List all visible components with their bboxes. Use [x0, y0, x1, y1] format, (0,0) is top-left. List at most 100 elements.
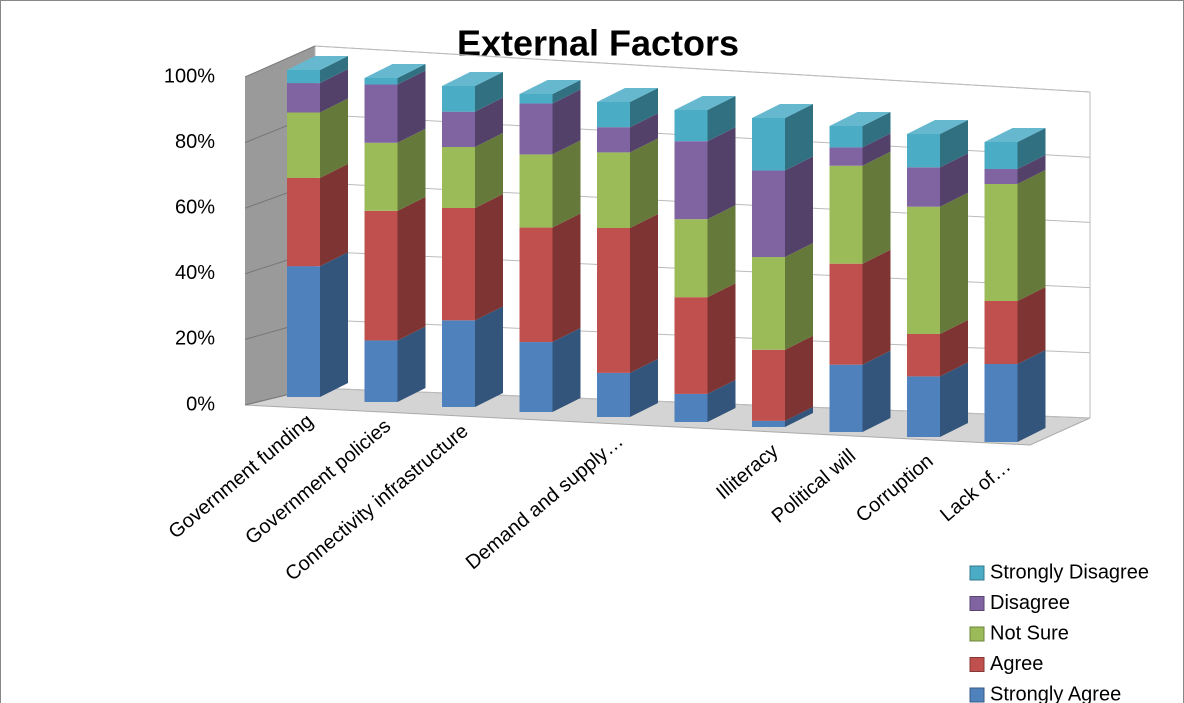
bar-front — [287, 112, 320, 178]
bar-front — [984, 142, 1018, 169]
bar-side — [630, 138, 658, 228]
bar-segment — [674, 283, 736, 394]
bar-segment — [829, 249, 891, 365]
bar-side — [320, 69, 348, 113]
bar-side — [785, 335, 813, 421]
legend-label: Strongly Agree — [990, 683, 1121, 703]
bar-segment — [597, 113, 658, 153]
bar-front — [752, 420, 785, 427]
bar-side — [862, 112, 891, 148]
bar-side — [397, 128, 426, 211]
bar-front — [364, 78, 398, 85]
bar-front — [364, 142, 398, 211]
bar-segment — [829, 350, 891, 432]
bar-side — [862, 350, 891, 432]
legend-label: Not Sure — [990, 622, 1069, 644]
bar-front — [984, 364, 1018, 442]
bar-segment — [519, 328, 581, 412]
bar-segment — [984, 350, 1046, 442]
bar-segment — [597, 138, 658, 228]
bar-segment — [364, 326, 426, 402]
bar-top — [829, 112, 891, 126]
bar-front — [364, 340, 398, 402]
bar-side — [785, 104, 813, 171]
bar-top — [984, 128, 1046, 142]
bar-segment — [364, 64, 426, 85]
y-tick-label: 0% — [186, 393, 215, 415]
bar-side — [940, 362, 968, 437]
bar-front — [984, 301, 1018, 364]
bar-top — [907, 120, 968, 134]
bar-front — [519, 227, 553, 343]
legend-label: Strongly Disagree — [990, 561, 1149, 583]
bar-front — [519, 342, 553, 412]
bar-front — [829, 364, 863, 432]
bar-side — [320, 56, 348, 84]
bar-front — [907, 333, 940, 377]
bar-segment — [674, 205, 736, 298]
bar-front — [442, 146, 475, 208]
bar-side — [862, 151, 891, 264]
bar-side — [320, 252, 348, 397]
legend-swatch — [969, 596, 985, 611]
bar-segment — [287, 98, 348, 178]
bar-front — [442, 207, 475, 321]
bar-front — [752, 170, 785, 258]
bar-front — [674, 110, 708, 142]
bar-side — [707, 283, 736, 394]
bar-front — [364, 210, 398, 341]
bar-top — [752, 104, 813, 118]
bar-front — [287, 266, 320, 397]
bar-side — [475, 72, 503, 112]
bar-segment — [364, 70, 426, 143]
bar-segment — [442, 72, 503, 112]
bar-segment — [752, 335, 813, 421]
bar-front — [364, 84, 398, 143]
bar-segment — [829, 112, 891, 148]
legend-label: Agree — [990, 653, 1043, 675]
bar-side — [940, 120, 968, 168]
bar-front — [442, 111, 475, 147]
bar-top — [597, 88, 658, 102]
bar-side — [552, 213, 581, 343]
y-tick-label: 80% — [175, 131, 215, 153]
bar-top — [442, 72, 503, 86]
bar-side — [320, 98, 348, 178]
bar-front — [907, 376, 940, 437]
bar-side — [630, 214, 658, 373]
legend-label: Disagree — [990, 592, 1070, 614]
bar-front — [829, 147, 863, 166]
grid-line — [314, 45, 1091, 93]
bar-segment — [752, 243, 813, 350]
bar-side — [707, 127, 736, 220]
bar-side — [552, 80, 581, 104]
bar-side — [1017, 350, 1046, 442]
bar-segment — [984, 155, 1046, 184]
bar-segment — [287, 69, 348, 113]
bar-front — [519, 94, 553, 104]
bar-segment — [519, 213, 581, 343]
bar-front — [674, 141, 708, 220]
bar-segment — [752, 104, 813, 171]
bar-side — [552, 328, 581, 412]
y-tick-label: 60% — [175, 196, 215, 218]
bar-segment — [442, 97, 503, 147]
bar-segment — [287, 56, 348, 84]
bar-side — [475, 193, 503, 321]
bar-side — [862, 133, 891, 166]
bar-front — [519, 154, 553, 228]
bar-front — [442, 320, 475, 407]
bar-side — [1017, 170, 1046, 301]
bar-segment — [442, 306, 503, 407]
bar-front — [597, 102, 630, 128]
bar-side — [785, 156, 813, 258]
bar-side — [397, 196, 426, 341]
bar-front — [984, 169, 1018, 184]
bar-segment — [442, 193, 503, 321]
bar-side — [630, 113, 658, 153]
bar-segment — [829, 133, 891, 166]
bar-side — [940, 153, 968, 207]
bar-side — [397, 326, 426, 402]
bar-top — [364, 64, 426, 78]
